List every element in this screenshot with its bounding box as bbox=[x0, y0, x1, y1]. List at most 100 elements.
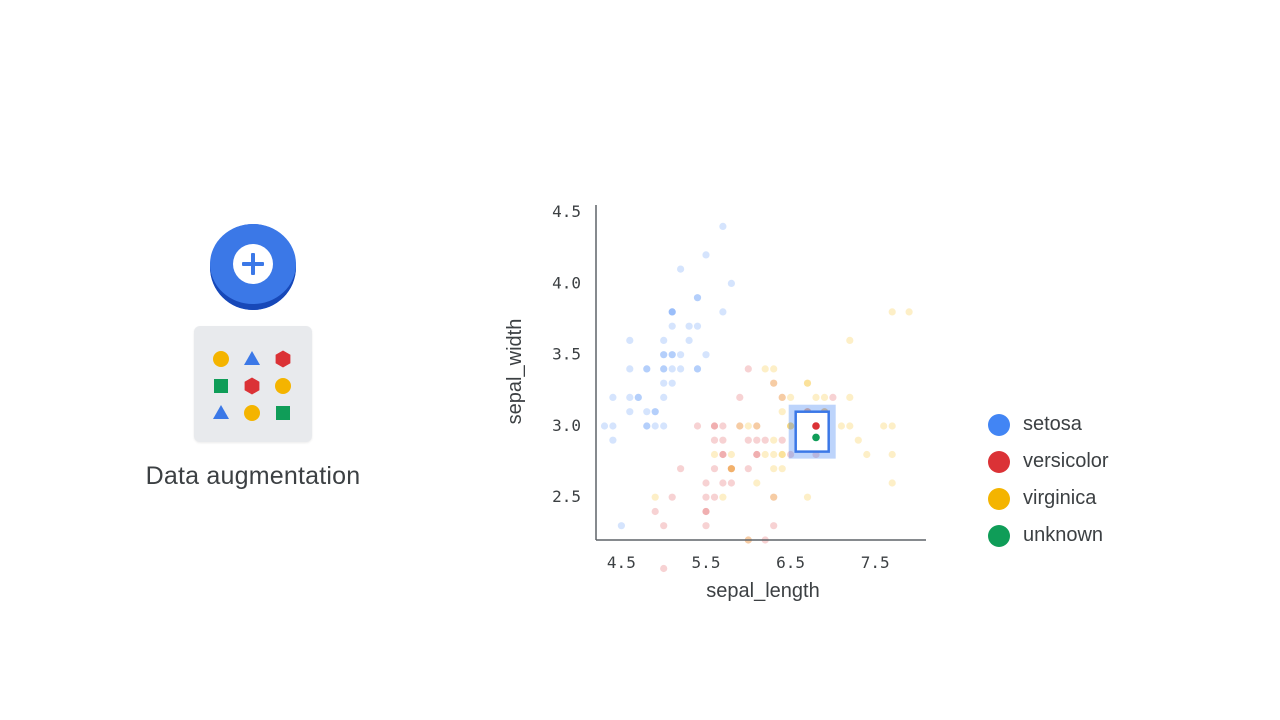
virginica-point bbox=[787, 422, 795, 430]
versicolor-point bbox=[693, 422, 702, 430]
setosa-point bbox=[617, 522, 626, 530]
setosa-point bbox=[643, 365, 651, 373]
versicolor-point bbox=[710, 493, 719, 501]
highlight-box bbox=[794, 410, 830, 453]
setosa-point bbox=[660, 393, 668, 401]
legend-swatch-icon bbox=[988, 450, 1010, 473]
versicolor-point bbox=[651, 507, 659, 516]
virginica-point bbox=[820, 393, 829, 401]
virginica-point bbox=[846, 336, 854, 344]
virginica-point bbox=[761, 365, 769, 373]
setosa-point bbox=[719, 222, 727, 230]
setosa-point bbox=[668, 322, 676, 330]
y-tick-label: 4.5 bbox=[552, 202, 581, 221]
setosa-point bbox=[693, 365, 702, 373]
virginica-point bbox=[770, 450, 778, 459]
setosa-point bbox=[626, 408, 634, 416]
setosa-point bbox=[668, 365, 676, 373]
scatter-points bbox=[600, 222, 913, 573]
legend-item-virginica: virginica bbox=[988, 480, 1109, 517]
virginica-point bbox=[803, 493, 812, 501]
virginica-point bbox=[854, 436, 862, 444]
versicolor-point bbox=[744, 465, 752, 473]
virginica-point bbox=[770, 379, 778, 387]
x-tick-label: 5.5 bbox=[692, 553, 721, 572]
versicolor-point bbox=[702, 507, 710, 516]
versicolor-point bbox=[668, 493, 676, 501]
virginica-point bbox=[753, 422, 761, 430]
setosa-point bbox=[693, 294, 702, 302]
versicolor-point bbox=[787, 450, 795, 459]
y-tick-label: 2.5 bbox=[552, 487, 581, 506]
x-axis-label: sepal_length bbox=[706, 580, 819, 602]
virginica-point bbox=[888, 450, 896, 459]
versicolor-point bbox=[778, 393, 786, 401]
virginica-point bbox=[651, 493, 659, 501]
virginica-point bbox=[803, 379, 812, 387]
setosa-point bbox=[660, 365, 668, 373]
caption: Data augmentation bbox=[145, 462, 361, 490]
virginica-point bbox=[727, 465, 736, 473]
virginica-point bbox=[803, 379, 812, 387]
setosa-point bbox=[702, 251, 710, 259]
versicolor-point bbox=[719, 436, 727, 444]
versicolor-point bbox=[719, 450, 727, 459]
setosa-point bbox=[685, 322, 693, 330]
setosa-point bbox=[693, 294, 702, 302]
setosa-point bbox=[609, 393, 617, 401]
legend-swatch-icon bbox=[988, 413, 1010, 436]
add-badge bbox=[210, 224, 296, 310]
legend-swatch-icon bbox=[988, 524, 1010, 547]
versicolor-point bbox=[753, 450, 761, 459]
virginica-point bbox=[770, 465, 778, 473]
x-tick-label: 7.5 bbox=[861, 553, 890, 572]
square-icon bbox=[276, 406, 290, 420]
versicolor-point bbox=[770, 522, 778, 530]
versicolor-point bbox=[710, 422, 719, 430]
setosa-point bbox=[600, 422, 609, 430]
setosa-point bbox=[677, 351, 685, 359]
setosa-point bbox=[668, 379, 676, 387]
virginica-point bbox=[778, 450, 786, 459]
virginica-point bbox=[888, 479, 896, 487]
virginica-point bbox=[761, 450, 769, 459]
setosa-point bbox=[660, 422, 668, 430]
setosa-point bbox=[693, 322, 702, 330]
hexagon-icon bbox=[275, 350, 291, 368]
virginica-point bbox=[744, 422, 752, 430]
hexagon-icon bbox=[244, 377, 260, 395]
virginica-point bbox=[905, 308, 913, 316]
setosa-point bbox=[626, 336, 634, 344]
versicolor-point bbox=[710, 422, 719, 430]
setosa-point bbox=[609, 436, 617, 444]
versicolor-point bbox=[719, 479, 727, 487]
versicolor-point bbox=[744, 365, 752, 373]
triangle-icon bbox=[213, 405, 229, 419]
setosa-point bbox=[677, 265, 685, 273]
virginica-point bbox=[727, 465, 736, 473]
versicolor-point bbox=[702, 479, 710, 487]
versicolor-point bbox=[660, 522, 668, 530]
plus-icon bbox=[233, 244, 273, 284]
y-tick-label: 3.0 bbox=[552, 416, 581, 435]
versicolor-point bbox=[677, 465, 685, 473]
y-axis-label: sepal_width bbox=[504, 319, 526, 425]
y-tick-label: 3.5 bbox=[552, 345, 581, 364]
y-tick-label: 4.0 bbox=[552, 273, 581, 292]
virginica-point bbox=[787, 393, 795, 401]
circle-icon bbox=[244, 405, 260, 421]
virginica-point bbox=[846, 393, 854, 401]
setosa-point bbox=[719, 308, 727, 316]
setosa-point bbox=[660, 365, 668, 373]
virginica-point bbox=[888, 422, 896, 430]
highlight-region bbox=[788, 404, 836, 459]
virginica-point bbox=[837, 422, 846, 430]
versicolor-point bbox=[660, 564, 668, 573]
legend-label: virginica bbox=[1023, 487, 1097, 509]
versicolor-point bbox=[736, 393, 744, 401]
shape-grid-icons bbox=[213, 350, 291, 421]
versicolor-point bbox=[736, 422, 744, 430]
virginica-point bbox=[787, 422, 795, 430]
